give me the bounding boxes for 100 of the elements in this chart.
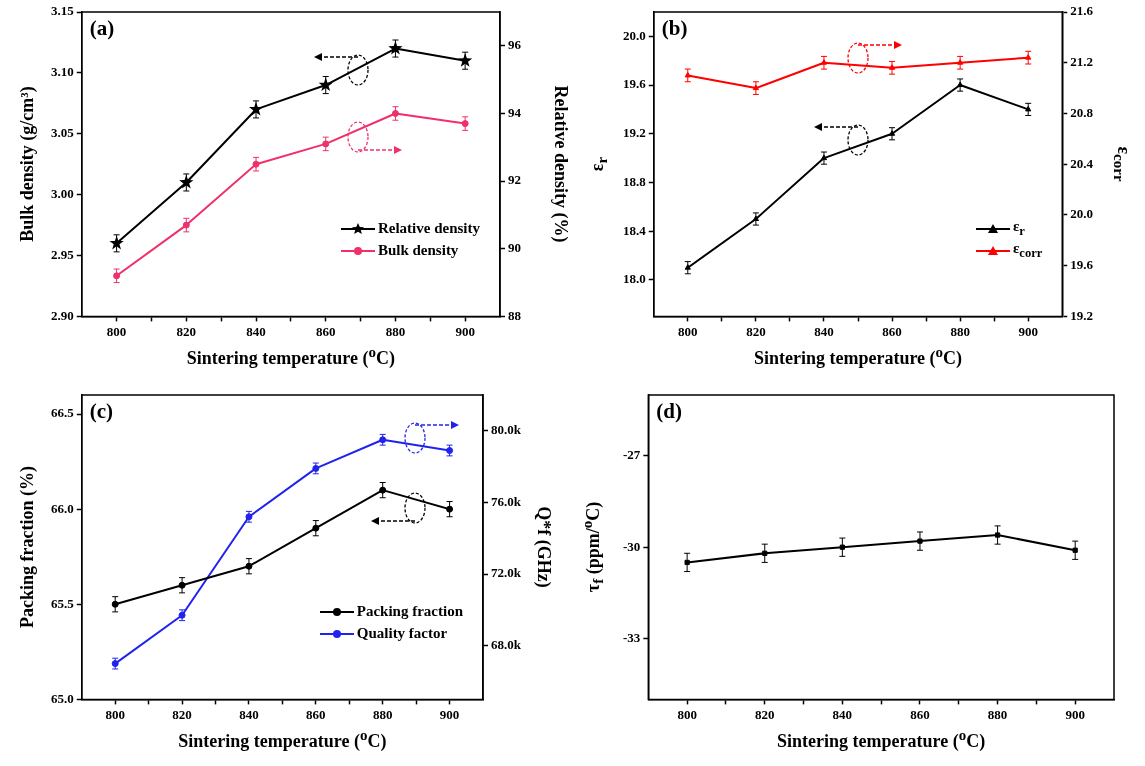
y2-tick-label: 20.8 bbox=[1070, 104, 1094, 120]
point bbox=[762, 550, 768, 556]
x-tick-label: 880 bbox=[372, 706, 393, 722]
y2-axis-title: Relative density (%) bbox=[549, 85, 571, 243]
point bbox=[109, 235, 124, 250]
x-tick-label: 840 bbox=[814, 323, 834, 339]
point bbox=[252, 160, 260, 168]
y-axis-title: Packing fraction (%) bbox=[16, 466, 38, 629]
y-tick-label: 3.00 bbox=[51, 186, 74, 201]
y2-tick-label: 96 bbox=[508, 37, 522, 53]
y-tick-label: 66.5 bbox=[51, 405, 75, 421]
y-tick-label: 19.6 bbox=[623, 76, 647, 92]
point bbox=[458, 53, 473, 67]
y2-tick-label: 21.6 bbox=[1070, 3, 1094, 19]
x-axis-title: Sintering temperature ($^{o}$C) bbox=[753, 343, 963, 369]
point bbox=[1072, 547, 1078, 553]
y2-tick-label: 19.2 bbox=[1070, 307, 1093, 323]
point bbox=[245, 562, 253, 570]
point bbox=[388, 41, 403, 55]
point bbox=[113, 272, 121, 280]
x-tick-label: 820 bbox=[172, 706, 192, 722]
y-tick-label: 2.90 bbox=[51, 307, 74, 323]
y-tick-label: 20.0 bbox=[623, 27, 646, 43]
x-tick-label: 880 bbox=[385, 323, 406, 339]
y2-tick-label: 80.0k bbox=[491, 422, 522, 438]
y-tick-label: 2.95 bbox=[51, 246, 75, 262]
x-tick-label: 820 bbox=[176, 323, 197, 339]
x-axis-title: Sintering temperature ($^{o}$C) bbox=[178, 726, 387, 752]
y2-tick-label: 76.0k bbox=[491, 493, 522, 509]
y-tick-label: 18.8 bbox=[623, 173, 647, 189]
y-tick-label: 66.0 bbox=[51, 500, 74, 516]
point bbox=[391, 109, 399, 117]
point bbox=[752, 215, 759, 221]
y2-tick-label: 92 bbox=[508, 172, 521, 188]
x-tick-label: 900 bbox=[439, 706, 460, 722]
y-tick-label: 65.5 bbox=[51, 595, 75, 611]
x-tick-label: 800 bbox=[106, 323, 127, 339]
point bbox=[820, 154, 828, 161]
y-tick-label: 3.15 bbox=[51, 3, 75, 19]
point bbox=[957, 81, 964, 88]
legend-label: ε$_{r}$ bbox=[1012, 218, 1025, 240]
chart-title: (c) bbox=[89, 399, 114, 424]
y2-tick-label: 88 bbox=[508, 307, 522, 323]
point bbox=[379, 486, 387, 494]
x-tick-label: 820 bbox=[755, 706, 775, 722]
x-tick-label: 800 bbox=[678, 323, 698, 339]
point bbox=[917, 538, 923, 544]
chart-title: (a) bbox=[89, 16, 115, 41]
legend-label: ε$_{corr}$ bbox=[1012, 240, 1043, 262]
x-axis-title: Sintering temperature ($^{o}$C) bbox=[777, 726, 986, 752]
x-axis-title: Sintering temperature ($^{o}$C) bbox=[186, 343, 395, 369]
point bbox=[839, 544, 845, 550]
point bbox=[461, 120, 469, 128]
legend-label: Bulk density bbox=[377, 242, 459, 260]
point bbox=[684, 559, 690, 566]
point bbox=[684, 71, 691, 78]
point bbox=[820, 59, 828, 65]
x-tick-label: 860 bbox=[306, 706, 326, 722]
x-tick-label: 900 bbox=[1065, 706, 1085, 722]
point bbox=[318, 77, 333, 92]
y-tick-label: 65.0 bbox=[51, 690, 74, 706]
y-tick-label: -27 bbox=[622, 447, 641, 463]
y2-tick-label: 94 bbox=[508, 104, 522, 120]
x-tick-label: 860 bbox=[315, 323, 336, 339]
point bbox=[182, 221, 190, 229]
point bbox=[888, 130, 896, 136]
y2-tick-label: 20.4 bbox=[1070, 155, 1094, 171]
x-tick-label: 880 bbox=[987, 706, 1008, 722]
point bbox=[994, 532, 1001, 538]
x-tick-label: 900 bbox=[455, 323, 475, 339]
y2-tick-label: 90 bbox=[508, 240, 521, 256]
y-axis-title: Bulk density (g/cm³) bbox=[16, 86, 38, 242]
x-tick-label: 800 bbox=[677, 706, 697, 722]
point bbox=[1025, 105, 1032, 112]
x-tick-label: 840 bbox=[832, 706, 853, 722]
point bbox=[684, 264, 691, 270]
x-tick-label: 840 bbox=[246, 323, 266, 339]
point bbox=[1025, 54, 1032, 60]
x-tick-label: 800 bbox=[105, 706, 125, 722]
y-tick-label: -33 bbox=[622, 629, 641, 645]
point bbox=[248, 101, 264, 116]
point bbox=[111, 600, 119, 608]
point bbox=[322, 140, 330, 148]
y2-axis-title: Q*f (GHz) bbox=[532, 506, 554, 588]
y2-tick-label: 72.0k bbox=[491, 565, 522, 581]
x-tick-label: 860 bbox=[910, 706, 930, 722]
x-tick-label: 860 bbox=[882, 323, 902, 339]
x-tick-label: 880 bbox=[950, 323, 970, 339]
point bbox=[957, 59, 964, 65]
y-tick-label: -30 bbox=[622, 538, 641, 554]
y2-tick-label: 68.0k bbox=[491, 637, 522, 653]
legend-label: Quality factor bbox=[356, 625, 448, 643]
point bbox=[752, 84, 759, 91]
y-tick-label: 19.2 bbox=[623, 125, 646, 141]
x-tick-label: 820 bbox=[746, 323, 766, 339]
y-tick-label: 18.4 bbox=[623, 222, 647, 238]
legend-label: Relative density bbox=[377, 220, 480, 238]
legend-label: Packing fraction bbox=[356, 603, 464, 621]
y2-tick-label: 19.6 bbox=[1070, 257, 1094, 273]
point bbox=[178, 581, 186, 589]
